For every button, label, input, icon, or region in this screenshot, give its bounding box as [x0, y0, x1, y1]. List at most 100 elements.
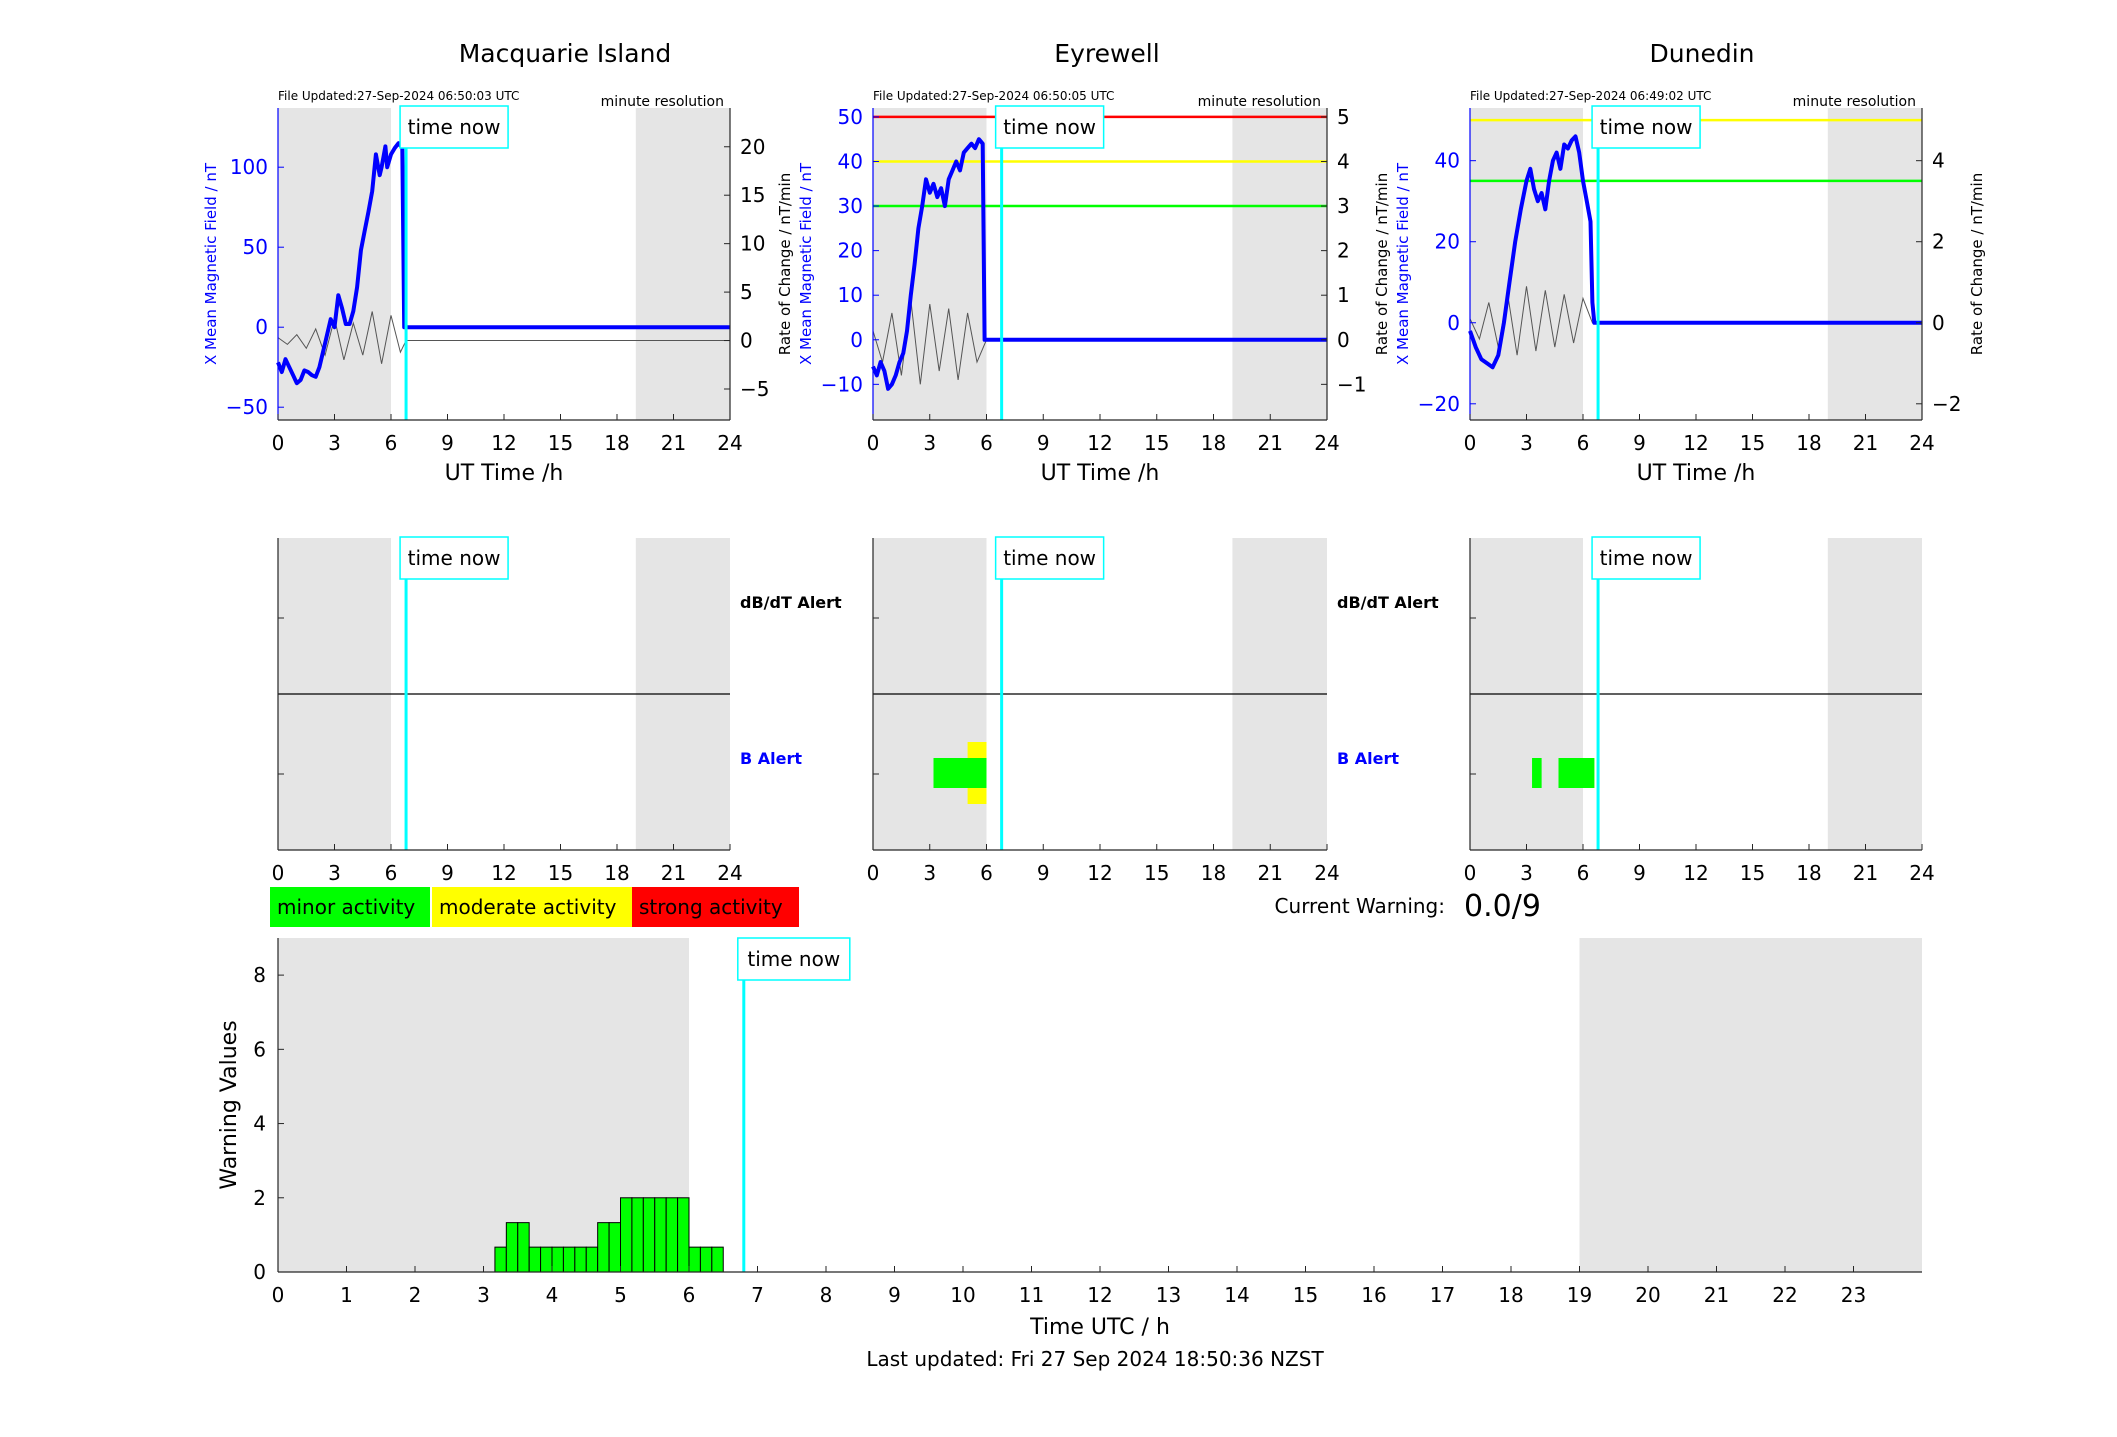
x-tick-label: 0	[272, 431, 285, 455]
x-tick-label: 18	[1796, 431, 1821, 455]
station-title: Dunedin	[1650, 39, 1755, 68]
y2-tick-label: −1	[1337, 372, 1366, 396]
x-tick-label: 3	[923, 431, 936, 455]
file-updated-text: File Updated:27-Sep-2024 06:50:05 UTC	[873, 89, 1114, 103]
time-now-box	[399, 536, 509, 580]
y2-tick-label: 0	[1337, 328, 1350, 352]
x-tick-label: 9	[1037, 431, 1050, 455]
y2-tick-label: 0	[740, 329, 753, 353]
y2-tick-label: 5	[1337, 105, 1350, 129]
legend-swatch-minor	[270, 887, 430, 927]
x-tick-label: 21	[661, 861, 686, 885]
x-tick-label: 0	[1464, 861, 1477, 885]
x-tick-label: 24	[717, 431, 742, 455]
time-now-box	[737, 937, 851, 981]
legend-swatch-moderate	[432, 887, 632, 927]
night-band	[1579, 938, 1922, 1272]
x-tick-label: 22	[1772, 1283, 1797, 1307]
x-tick-label: 24	[1314, 861, 1339, 885]
x-tick-label: 5	[614, 1283, 627, 1307]
last-updated-footer: Last updated: Fri 27 Sep 2024 18:50:36 N…	[866, 1347, 1324, 1371]
y-tick-label: 50	[838, 105, 863, 129]
y2-tick-label: 2	[1337, 239, 1350, 263]
x-tick-label: 18	[1201, 431, 1226, 455]
x-tick-label: 24	[1314, 431, 1339, 455]
x-tick-label: 15	[1740, 861, 1765, 885]
x-tick-label: 11	[1019, 1283, 1044, 1307]
warning-bar	[642, 1197, 656, 1273]
x-tick-label: 0	[867, 431, 880, 455]
y2-tick-label: −2	[1932, 392, 1961, 416]
x-tick-label: 10	[950, 1283, 975, 1307]
x-tick-label: 3	[1520, 861, 1533, 885]
y2-axis-title: Rate of Change / nT/min	[1373, 173, 1391, 355]
time-now-box	[994, 105, 1105, 149]
y2-axis-title: Rate of Change / nT/min	[1968, 173, 1986, 355]
time-now-label: time now	[408, 546, 501, 570]
y-axis-title: Warning Values	[217, 1020, 242, 1189]
night-band	[1827, 108, 1922, 420]
warning-bar	[517, 1222, 530, 1273]
b-alert-label: B Alert	[740, 749, 802, 768]
x-tick-label: 17	[1430, 1283, 1455, 1307]
x-tick-label: 15	[548, 861, 573, 885]
x-tick-label: 4	[546, 1283, 559, 1307]
y-axis-title: X Mean Magnetic Field / nT	[797, 162, 815, 365]
x-tick-label: 21	[1704, 1283, 1729, 1307]
x-tick-label: 0	[867, 861, 880, 885]
y2-tick-label: 20	[740, 135, 765, 159]
time-now-label: time now	[1003, 546, 1096, 570]
time-now-label: time now	[1600, 115, 1693, 139]
magnetic-field-series	[871, 137, 1327, 391]
x-tick-label: 3	[328, 861, 341, 885]
x-tick-label: 0	[1464, 431, 1477, 455]
warning-bar	[551, 1246, 564, 1273]
magnetometer-panel-1: Eyrewell File Updated:27-Sep-2024 06:50:0…	[797, 39, 1391, 486]
x-tick-label: 6	[385, 861, 398, 885]
x-tick-label: 6	[1577, 861, 1590, 885]
x-tick-label: 24	[1909, 431, 1934, 455]
y-tick-label: 20	[1435, 230, 1460, 254]
warning-bar	[494, 1246, 507, 1273]
x-tick-label: 6	[683, 1283, 696, 1307]
x-tick-label: 21	[661, 431, 686, 455]
y2-tick-label: 0	[1932, 311, 1945, 335]
warning-bar	[711, 1246, 724, 1273]
alert-panel-2: time now 0 3 6 9 12 15 18 21 24	[1464, 536, 1935, 885]
night-band	[1470, 108, 1583, 420]
time-now-label: time now	[747, 947, 840, 971]
file-updated-text: File Updated:27-Sep-2024 06:50:03 UTC	[278, 89, 519, 103]
y-tick-label: 2	[253, 1186, 266, 1210]
station-title: Macquarie Island	[459, 39, 672, 68]
b-alert-label: B Alert	[1337, 749, 1399, 768]
night-band	[873, 108, 987, 420]
dbdt-alert-label: dB/dT Alert	[1337, 593, 1439, 612]
time-now-label: time now	[1003, 115, 1096, 139]
time-now-box	[1591, 105, 1701, 149]
legend-label-minor: minor activity	[277, 895, 415, 919]
warning-bar	[654, 1197, 667, 1273]
y-tick-label: 6	[253, 1037, 266, 1061]
x-tick-label: 12	[491, 861, 516, 885]
y2-tick-label: −5	[740, 377, 769, 401]
y-tick-label: 0	[1447, 311, 1460, 335]
warning-bar	[608, 1222, 622, 1273]
x-tick-label: 18	[1201, 861, 1226, 885]
station-title: Eyrewell	[1054, 39, 1159, 68]
y-tick-label: 40	[838, 149, 863, 173]
rate-of-change-series	[277, 311, 730, 364]
y-tick-label: −10	[821, 372, 863, 396]
warning-bar	[665, 1197, 679, 1273]
x-tick-label: 6	[980, 431, 993, 455]
x-tick-label: 12	[1683, 861, 1708, 885]
y-tick-label: −50	[226, 395, 268, 419]
x-tick-label: 6	[1577, 431, 1590, 455]
y-tick-label: −20	[1418, 392, 1460, 416]
magnetometer-panel-2: Dunedin File Updated:27-Sep-2024 06:49:02…	[1394, 39, 1986, 486]
x-tick-label: 23	[1841, 1283, 1866, 1307]
x-tick-label: 9	[1633, 861, 1646, 885]
x-tick-label: 14	[1224, 1283, 1249, 1307]
warning-bar	[631, 1197, 644, 1273]
current-warning-value: 0.0/9	[1464, 889, 1541, 924]
